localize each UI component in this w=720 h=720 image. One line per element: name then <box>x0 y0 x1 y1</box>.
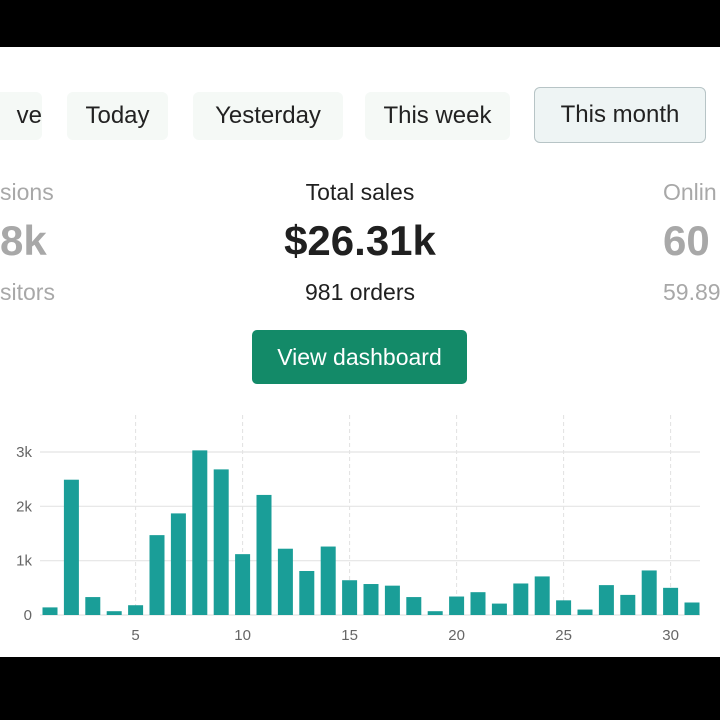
bar-day-11 <box>256 494 272 615</box>
bar-day-1 <box>42 607 58 615</box>
total-sales-value: $26.31k <box>284 217 436 264</box>
x-tick-label: 30 <box>662 627 679 644</box>
bar-day-23 <box>513 583 529 615</box>
y-tick-label: 3k <box>16 444 32 461</box>
bar-day-20 <box>449 596 465 615</box>
bar-day-10 <box>235 554 251 615</box>
bar-day-15 <box>342 580 358 615</box>
view-dashboard-button[interactable]: View dashboard <box>252 330 467 384</box>
bar-day-4 <box>106 611 122 615</box>
bar-day-31 <box>684 602 700 615</box>
x-tick-label: 25 <box>555 627 572 644</box>
y-tick-label: 2k <box>16 498 32 515</box>
tab-label: ve <box>16 102 42 129</box>
tab-today[interactable]: Today <box>67 92 168 140</box>
bar-day-9 <box>213 469 229 615</box>
online-store-sub: 59.89 <box>663 279 720 305</box>
online-store-label: Onlin <box>663 179 717 205</box>
tab-this-month[interactable]: This month <box>534 87 706 143</box>
bar-day-22 <box>491 603 507 615</box>
bar-day-12 <box>277 548 293 615</box>
bar-day-27 <box>598 585 614 615</box>
bar-day-16 <box>363 584 379 615</box>
bar-day-30 <box>663 587 679 615</box>
x-tick-label: 20 <box>448 627 465 644</box>
bar-day-2 <box>63 479 79 615</box>
bar-day-14 <box>320 546 336 615</box>
sessions-value: 8k <box>0 217 47 264</box>
bar-day-6 <box>149 535 165 615</box>
y-tick-label: 0 <box>24 607 32 624</box>
x-tick-label: 10 <box>234 627 251 644</box>
store-overview: ve Today Yesterday This week This month … <box>0 47 720 657</box>
bar-day-13 <box>299 570 315 615</box>
x-tick-label: 15 <box>341 627 358 644</box>
bar-day-29 <box>641 570 657 615</box>
x-tick-label: 5 <box>131 627 139 644</box>
y-tick-label: 1k <box>16 553 32 570</box>
bar-day-19 <box>427 611 443 615</box>
bar-day-8 <box>192 450 208 615</box>
online-store-value: 60 <box>663 217 710 264</box>
bar-day-18 <box>406 597 422 615</box>
visitors-sub: sitors <box>0 279 55 305</box>
bar-day-7 <box>170 513 186 615</box>
orders-count: 981 orders <box>305 279 415 305</box>
bar-day-3 <box>85 597 101 615</box>
bar-day-25 <box>556 600 572 615</box>
bar-day-26 <box>577 609 593 615</box>
tab-live[interactable]: ve <box>0 92 42 140</box>
bar-day-24 <box>534 576 550 615</box>
bar-day-5 <box>128 605 144 615</box>
sessions-label: sions <box>0 179 54 205</box>
tab-this-week[interactable]: This week <box>365 92 510 140</box>
bar-day-28 <box>620 594 636 615</box>
total-sales-label: Total sales <box>305 179 415 205</box>
bar-day-21 <box>470 592 486 615</box>
tab-yesterday[interactable]: Yesterday <box>193 92 343 140</box>
bar-day-17 <box>384 585 400 615</box>
